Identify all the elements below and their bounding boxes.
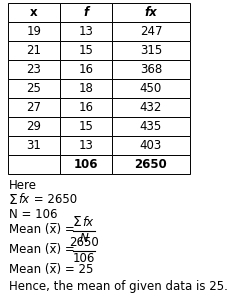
Text: 2650: 2650 <box>69 236 99 249</box>
Bar <box>8 117 60 136</box>
Text: N = 106: N = 106 <box>9 208 58 221</box>
Bar <box>60 136 112 155</box>
Text: 450: 450 <box>140 82 162 95</box>
Bar <box>8 3 60 22</box>
Text: 15: 15 <box>79 120 93 133</box>
Text: 106: 106 <box>74 158 98 171</box>
Bar <box>60 60 112 79</box>
Bar <box>112 3 190 22</box>
Text: 27: 27 <box>27 101 42 114</box>
Text: 432: 432 <box>140 101 162 114</box>
Bar <box>8 79 60 98</box>
Text: fx: fx <box>145 6 157 19</box>
Text: 2650: 2650 <box>135 158 167 171</box>
Text: 368: 368 <box>140 63 162 76</box>
Text: 21: 21 <box>27 44 42 57</box>
Text: Hence, the mean of given data is 25.: Hence, the mean of given data is 25. <box>9 280 228 293</box>
Bar <box>60 79 112 98</box>
Text: 106: 106 <box>73 252 95 265</box>
Text: 315: 315 <box>140 44 162 57</box>
Text: 13: 13 <box>79 139 93 152</box>
Bar <box>112 155 190 174</box>
Text: Here: Here <box>9 179 37 192</box>
Text: 403: 403 <box>140 139 162 152</box>
Bar <box>8 136 60 155</box>
Text: 19: 19 <box>27 25 42 38</box>
Text: Σ: Σ <box>9 193 18 207</box>
Bar <box>8 22 60 41</box>
Text: 435: 435 <box>140 120 162 133</box>
Bar <box>60 22 112 41</box>
Bar <box>112 60 190 79</box>
Text: 247: 247 <box>140 25 162 38</box>
Text: = 2650: = 2650 <box>30 193 77 206</box>
Bar <box>112 79 190 98</box>
Text: f: f <box>83 6 89 19</box>
Text: 18: 18 <box>79 82 93 95</box>
Bar <box>112 136 190 155</box>
Bar <box>60 41 112 60</box>
Bar <box>60 155 112 174</box>
Text: 29: 29 <box>27 120 42 133</box>
Bar <box>60 98 112 117</box>
Text: fx: fx <box>82 216 93 229</box>
Bar <box>60 3 112 22</box>
Text: 31: 31 <box>27 139 41 152</box>
Text: Mean (x̅) =: Mean (x̅) = <box>9 223 75 236</box>
Text: 13: 13 <box>79 25 93 38</box>
Text: N: N <box>80 232 88 245</box>
Text: 23: 23 <box>27 63 41 76</box>
Bar <box>112 22 190 41</box>
Bar <box>112 117 190 136</box>
Text: 16: 16 <box>78 101 93 114</box>
Bar <box>8 155 60 174</box>
Bar <box>112 98 190 117</box>
Bar <box>8 98 60 117</box>
Text: fx: fx <box>18 193 29 206</box>
Bar <box>60 117 112 136</box>
Bar <box>112 41 190 60</box>
Text: 25: 25 <box>27 82 41 95</box>
Bar <box>8 60 60 79</box>
Text: Mean (x̅) = 25: Mean (x̅) = 25 <box>9 263 93 276</box>
Text: 15: 15 <box>79 44 93 57</box>
Text: Mean (x̅) =: Mean (x̅) = <box>9 243 75 256</box>
Text: Σ: Σ <box>73 215 82 229</box>
Text: 16: 16 <box>78 63 93 76</box>
Text: x: x <box>30 6 38 19</box>
Bar <box>8 41 60 60</box>
